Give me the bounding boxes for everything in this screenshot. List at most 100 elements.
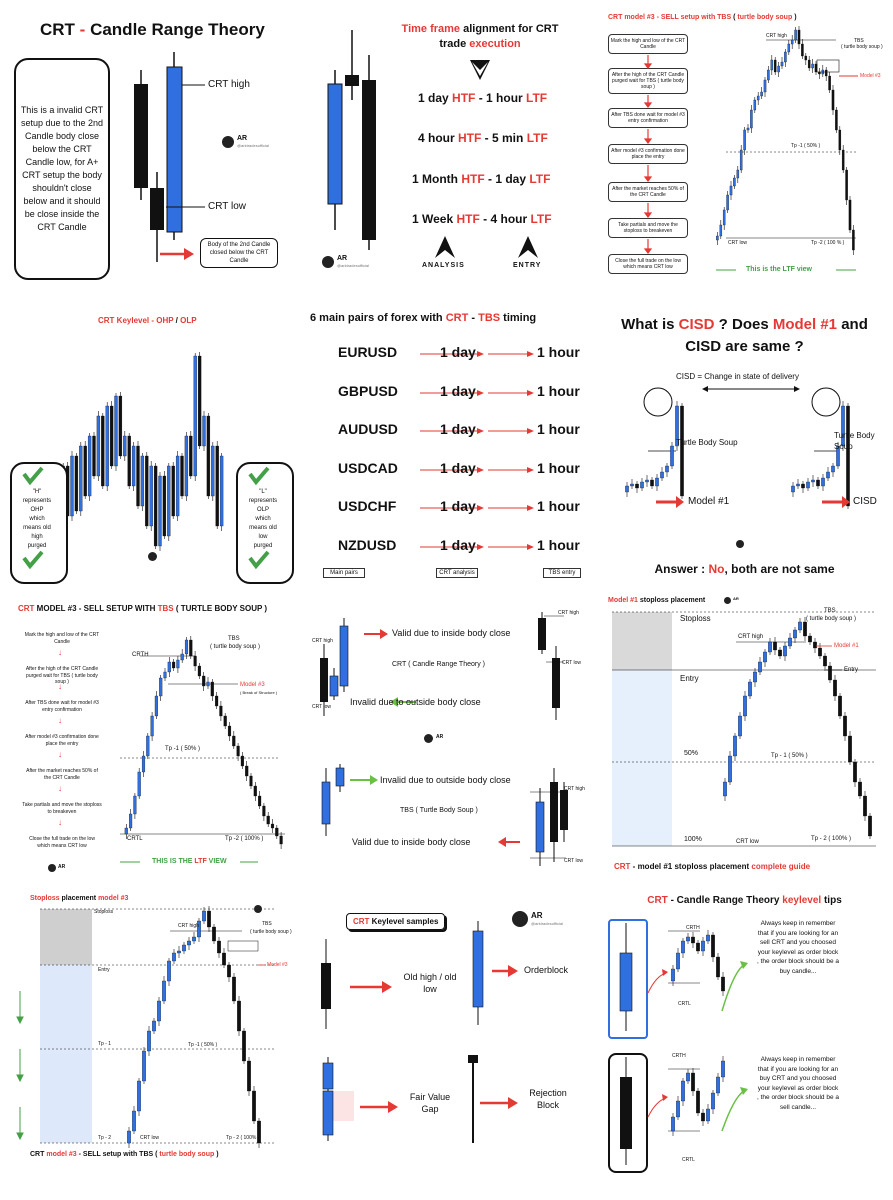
p10-tbs-sub: ( turtle body soup )	[250, 929, 292, 935]
p4-candle	[101, 415, 105, 487]
p10-candle	[187, 940, 191, 946]
panel-model1-stoploss: Model #1 stoploss placement AR Stoploss …	[596, 586, 893, 881]
p9-candle	[848, 735, 852, 763]
invalid-setup-text: This is a invalid CRT setup due to the 2…	[20, 105, 104, 232]
p7-candle	[270, 823, 275, 829]
p12-crtl-2: CRTL	[682, 1157, 695, 1163]
p12-tip-1: Always keep in remember that if you are …	[756, 920, 840, 975]
p11-handle: @arktradesofficial	[531, 921, 563, 926]
pair-name: USDCAD	[338, 459, 398, 476]
p3-candle	[835, 109, 838, 131]
panel-cisd: What is CISD ? Does Model #1 and CISD ar…	[596, 296, 893, 586]
p7-footer: THIS IS THE LTF VIEW	[152, 858, 227, 865]
p12-candle	[676, 1100, 680, 1118]
htf-label: 1 day	[440, 421, 476, 437]
pair-row: GBPUSD 1 day 1 hour	[300, 383, 596, 403]
p7-step: Close the full trade on the low which me…	[29, 836, 95, 849]
p4-candle	[118, 395, 123, 457]
p6-candle	[836, 445, 840, 467]
p9-candle	[823, 655, 827, 667]
p8-crt-high-2: CRT high	[312, 638, 333, 644]
p12-crth-2: CRTH	[672, 1053, 686, 1059]
panel3-chart	[643, 26, 858, 271]
cisd-definition: CISD = Change in state of delivery	[676, 372, 799, 381]
olp-text: "L" represents OLP which means old low purged	[248, 489, 278, 549]
p8-crt-low-3: CRT low	[564, 858, 583, 864]
p12-candle	[701, 940, 705, 952]
p2-brand: AR	[337, 255, 348, 262]
p10-candle	[202, 910, 206, 922]
p4-logo	[148, 552, 157, 561]
p7-candle	[193, 655, 197, 667]
p12-candle	[696, 1090, 700, 1114]
p3-candle	[852, 229, 855, 251]
p7-candle	[146, 735, 150, 757]
p7-candle	[129, 813, 133, 829]
check-icon	[22, 550, 44, 570]
p6-candle	[816, 479, 820, 487]
p7-candle	[150, 715, 154, 737]
p3-candle	[848, 199, 852, 231]
p4-candle	[74, 455, 79, 512]
p3-crt-high: CRT high	[766, 33, 787, 39]
p10-candle	[172, 952, 176, 962]
p1-handle: @arktradesofficial	[237, 143, 269, 148]
p10-entry: Entry	[98, 967, 110, 973]
p7-tbs: TBS	[228, 636, 240, 642]
pair-row: USDCAD 1 day 1 hour	[300, 460, 596, 480]
p10-tbs: TBS	[262, 921, 272, 927]
p3-candle	[828, 75, 831, 91]
panel7-chart	[120, 636, 285, 863]
panel-model3-sell: CRT MODEL #3 - SELL SETUP WITH TBS ( TUR…	[0, 596, 300, 881]
p10-candle	[177, 950, 181, 954]
p4-candle	[136, 445, 140, 507]
p7-candle	[266, 815, 270, 825]
p7-brand: AR	[58, 864, 66, 870]
p7-candle	[189, 639, 193, 657]
p4-candle	[123, 435, 127, 457]
htf-label: 1 day	[440, 536, 476, 553]
p12-candle	[706, 934, 710, 942]
p9-candle	[798, 621, 802, 631]
p7-candle	[227, 725, 232, 737]
p8-crt-high-3: CRT high	[564, 786, 585, 792]
p3-candle	[750, 109, 753, 129]
p3-candle	[818, 71, 821, 75]
p10-candle	[132, 1110, 136, 1132]
ltf-label: 1 hour	[537, 382, 580, 399]
htf-label: 1 day	[440, 498, 476, 514]
p9-candle	[828, 665, 832, 681]
p3-candle	[736, 169, 740, 179]
p9-candle	[858, 781, 862, 797]
p10-tp1: Tp - 1	[98, 1041, 112, 1047]
panel11-chart	[321, 921, 518, 1143]
p7-candle	[215, 695, 219, 707]
p4-candle	[105, 405, 109, 487]
p7-logo	[48, 864, 56, 872]
p12-sample-box-1	[608, 919, 648, 1039]
p7-candle	[141, 755, 146, 773]
tf-row-2: 4 hour HTF - 5 min LTF	[418, 131, 548, 145]
p3-candle	[838, 129, 842, 151]
p4-candle	[149, 465, 153, 527]
p6-candle	[680, 405, 684, 497]
p6-candle	[831, 465, 835, 473]
p3-tp2: Tp -2 ( 100 % )	[811, 240, 845, 246]
p10-footer: CRT model #3 - SELL setup with TBS ( tur…	[30, 1151, 219, 1158]
p9-candle	[793, 629, 797, 639]
p3-tbs: TBS	[854, 38, 864, 44]
p3-step-1: Mark the high and low of the CRT Candle	[608, 34, 688, 54]
p9-brand: AR	[733, 596, 739, 601]
p3-tp1: Tp -1 ( 50% )	[791, 143, 821, 149]
p10-candle	[252, 1090, 256, 1122]
p11-logo	[512, 911, 528, 927]
p10-crt-low: CRT low	[140, 1135, 159, 1141]
p9-candle	[868, 815, 872, 837]
panel-forex-pairs: 6 main pairs of forex with CRT - TBS tim…	[300, 296, 596, 586]
p4-candle	[167, 465, 171, 537]
p8-crt-low-2: CRT low	[312, 704, 331, 710]
p9-candle	[833, 679, 837, 697]
p4-candle	[215, 445, 219, 527]
pair-row: AUDUSD 1 day 1 hour	[300, 421, 596, 441]
check-icon	[248, 550, 270, 570]
